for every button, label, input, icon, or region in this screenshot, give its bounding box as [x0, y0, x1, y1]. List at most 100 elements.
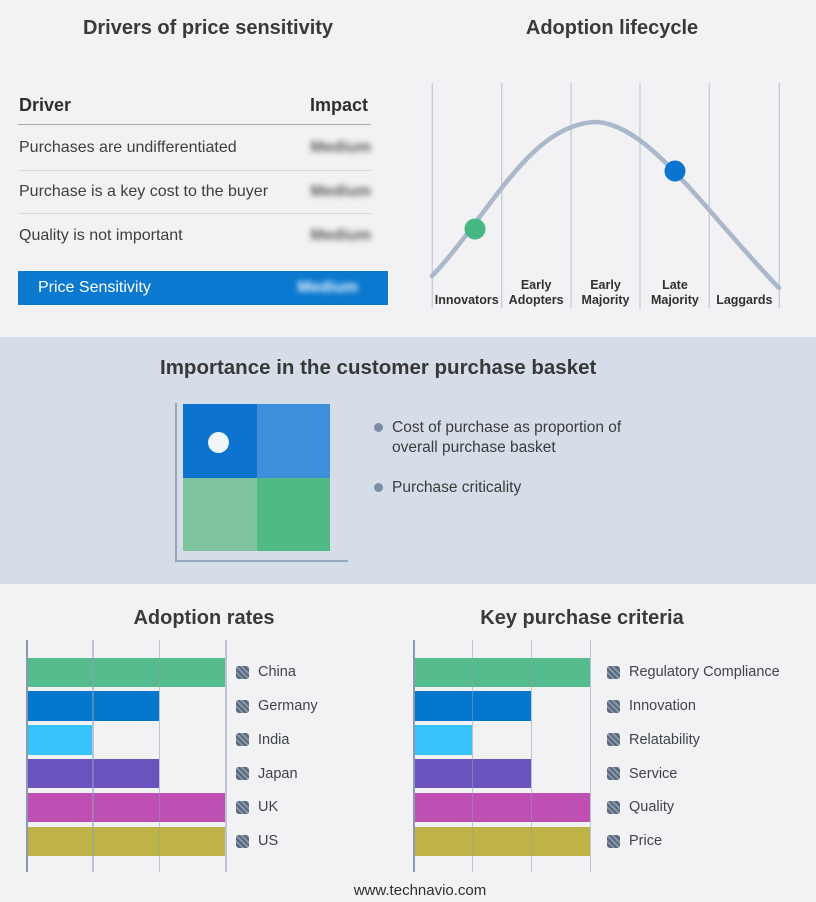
blurred-flag-icon [607, 767, 620, 781]
legend-label: Relatability [629, 731, 700, 748]
blurred-flag-icon [236, 699, 249, 713]
lifecycle-stage-labels: Innovators Early Adopters Early Majority La… [432, 266, 779, 308]
y-axis-line [25, 640, 28, 872]
y-axis-line [412, 640, 415, 872]
legend-item: Germany [236, 691, 318, 721]
blurred-flag-icon [607, 834, 620, 848]
bar-price [414, 826, 590, 856]
legend-label: US [258, 833, 279, 850]
bar-quality [414, 792, 590, 823]
blurred-flag-icon [236, 800, 249, 814]
legend-item: Japan [236, 759, 298, 789]
blurred-flag-icon [607, 665, 620, 679]
drivers-table-header: Driver Impact [19, 95, 368, 116]
quadrant-matrix [183, 404, 330, 551]
website-url: www.technavio.com [353, 882, 487, 899]
impact-column-header: Impact [309, 95, 368, 115]
bullet-item: Cost of purchase as proportion of overal… [374, 418, 642, 457]
stage-label: Early Adopters [508, 278, 564, 307]
bar-india [27, 725, 92, 755]
legend-label: Germany [258, 698, 318, 715]
x-gridline [225, 640, 227, 872]
legend-label: Price [629, 833, 663, 850]
purchase-basket-band [0, 337, 816, 584]
bullet-item: Purchase criticality [374, 478, 642, 498]
key-purchase-criteria-title: Key purchase criteria [480, 607, 684, 629]
legend-label: Quality [629, 799, 675, 816]
x-gridline [589, 640, 592, 872]
purchase-basket-title: Importance in the customer purchase bask… [160, 356, 597, 379]
quadrant-position-dot [208, 432, 229, 453]
x-gridline [530, 640, 533, 872]
quadrant-cell-bottom-right [256, 477, 330, 551]
bar-relatability [414, 725, 472, 755]
table-header-rule [18, 124, 371, 125]
quadrant-cell-top-right [256, 404, 330, 478]
lifecycle-chart [429, 83, 782, 308]
blurred-flag-icon [236, 665, 249, 679]
bullet-text: Cost of purchase as proportion of overal… [392, 419, 622, 456]
x-gridline [471, 640, 474, 872]
stage-label: Early Majority [581, 278, 630, 307]
blurred-flag-icon [236, 834, 249, 848]
legend-item: Innovation [607, 691, 696, 721]
bar-china [27, 657, 225, 687]
legend-item: Price [607, 827, 662, 857]
table-row: Purchases are undifferentiated Medium [19, 125, 371, 171]
blurred-flag-icon [607, 733, 620, 747]
impact-cell-blurred: Medium [310, 183, 371, 200]
drivers-table-rows: Purchases are undifferentiated Medium Purc… [19, 125, 371, 257]
stage-label: Laggards [716, 293, 773, 307]
table-row: Purchase is a key cost to the buyer Mediu… [19, 171, 371, 214]
drivers-table-title: Drivers of price sensitivity [82, 17, 334, 39]
quadrant-cell-bottom-left [183, 477, 257, 551]
driver-cell: Purchases are undifferentiated [19, 138, 237, 156]
bar-us [27, 826, 225, 856]
legend-item: Service [607, 759, 677, 789]
legend-label: Regulatory Compliance [629, 664, 780, 681]
legend-label: Japan [258, 765, 298, 782]
legend-item: India [236, 725, 289, 755]
lifecycle-marker-innovators [464, 218, 486, 240]
impact-cell-blurred: Medium [310, 226, 371, 244]
blurred-flag-icon [607, 699, 620, 713]
blurred-flag-icon [236, 733, 249, 747]
legend-label: India [258, 731, 290, 748]
price-sensitivity-impact-blurred: Medium [297, 279, 358, 296]
adoption-rates-chart: China Germany India Japan UK US [0, 590, 408, 902]
legend-label: UK [258, 799, 279, 816]
bar-regulatory-compliance [414, 657, 590, 687]
blurred-flag-icon [607, 800, 620, 814]
legend-item: Relatability [607, 725, 700, 755]
table-row: Quality is not important Medium [19, 214, 371, 257]
x-gridline [92, 640, 94, 872]
price-sensitivity-row: Price Sensitivity Medium [18, 271, 388, 305]
legend-item: US [236, 827, 278, 857]
lifecycle-marker-late-majority [664, 160, 686, 182]
price-sensitivity-label: Price Sensitivity [38, 279, 151, 296]
key-purchase-criteria-chart: Regulatory Compliance Innovation Relatabil… [408, 590, 816, 902]
legend-label: Service [629, 765, 678, 782]
legend-label: China [258, 664, 296, 681]
adoption-rates-title: Adoption rates [133, 607, 275, 629]
driver-cell: Purchase is a key cost to the buyer [19, 183, 269, 200]
lifecycle-title: Adoption lifecycle [525, 17, 699, 39]
blurred-flag-icon [236, 767, 249, 781]
driver-cell: Quality is not important [19, 226, 183, 244]
legend-item: China [236, 658, 296, 688]
stage-label: Late Majority [650, 278, 699, 307]
bell-curve [429, 119, 782, 291]
bullet-dot-icon [374, 483, 383, 492]
quadrant-axes [175, 403, 348, 562]
stage-label: Innovators [434, 293, 499, 307]
x-gridline [158, 640, 161, 872]
bar-uk [27, 792, 225, 823]
legend-label: Innovation [629, 698, 696, 715]
lifecycle-gridlines [431, 83, 780, 308]
legend-item: Regulatory Compliance [607, 658, 780, 688]
legend-item: Quality [607, 793, 674, 823]
legend-item: UK [236, 793, 278, 823]
bullet-dot-icon [374, 423, 383, 432]
impact-cell-blurred: Medium [310, 138, 371, 156]
